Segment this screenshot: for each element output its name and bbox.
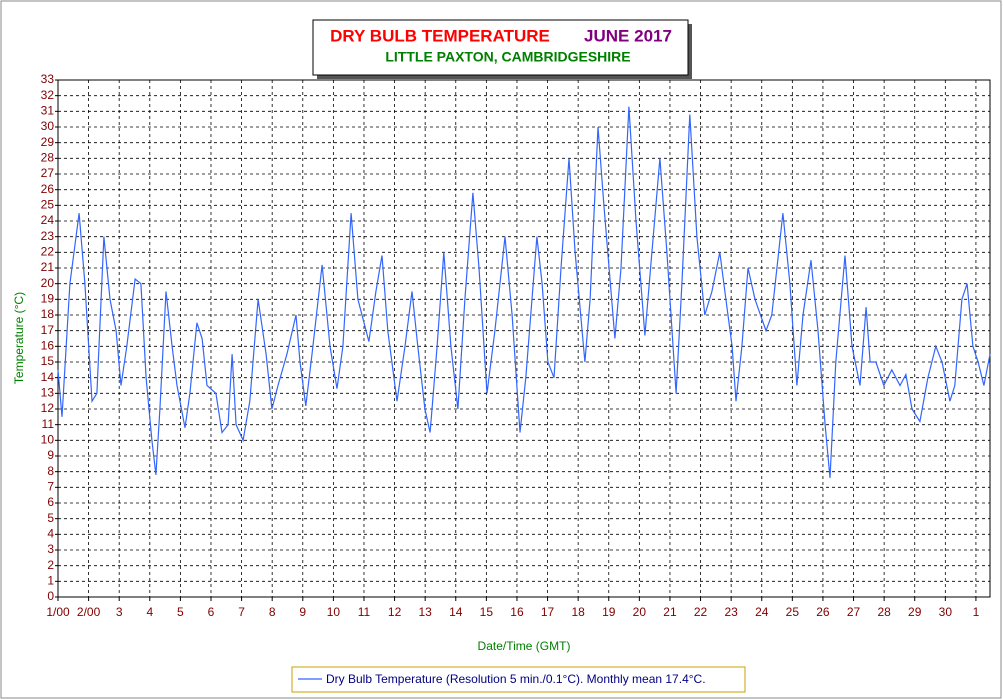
x-tick-label: 30 [939, 605, 953, 619]
x-tick-label: 14 [449, 605, 463, 619]
x-tick-label: 25 [786, 605, 800, 619]
y-tick-label: 26 [41, 182, 55, 196]
x-tick-label: 26 [816, 605, 830, 619]
x-tick-label: 22 [694, 605, 708, 619]
x-tick-label: 12 [388, 605, 402, 619]
y-tick-label: 7 [47, 480, 54, 494]
x-tick-label: 7 [238, 605, 245, 619]
x-tick-label: 4 [146, 605, 153, 619]
x-tick-label: 2/00 [77, 605, 101, 619]
y-tick-label: 14 [41, 370, 55, 384]
y-tick-label: 32 [41, 88, 55, 102]
y-tick-label: 9 [47, 448, 54, 462]
x-tick-label: 19 [602, 605, 616, 619]
x-tick-label: 29 [908, 605, 922, 619]
y-tick-label: 0 [47, 589, 54, 603]
y-tick-label: 4 [47, 527, 54, 541]
x-tick-label: 13 [418, 605, 432, 619]
legend-label: Dry Bulb Temperature (Resolution 5 min./… [326, 672, 706, 686]
x-tick-label: 23 [724, 605, 738, 619]
y-tick-label: 19 [41, 292, 55, 306]
y-tick-label: 24 [41, 213, 55, 227]
y-axis-label: Temperature (°C) [12, 292, 26, 384]
x-tick-label: 18 [571, 605, 585, 619]
x-tick-label: 10 [327, 605, 341, 619]
y-tick-label: 1 [47, 574, 54, 588]
y-tick-label: 13 [41, 386, 55, 400]
y-tick-label: 10 [41, 433, 55, 447]
x-tick-label: 27 [847, 605, 861, 619]
y-tick-label: 27 [41, 166, 55, 180]
title-box [312, 19, 689, 76]
x-tick-label: 16 [510, 605, 524, 619]
x-tick-label: 11 [358, 605, 371, 619]
x-tick-label: 1 [973, 605, 980, 619]
x-axis-label: Date/Time (GMT) [478, 639, 571, 653]
x-tick-label: 20 [633, 605, 647, 619]
x-tick-label: 21 [663, 605, 677, 619]
y-tick-label: 31 [41, 104, 55, 118]
y-tick-label: 21 [41, 260, 55, 274]
legend [291, 666, 746, 693]
y-tick-label: 23 [41, 229, 55, 243]
x-tick-label: 17 [541, 605, 555, 619]
y-tick-label: 2 [47, 558, 54, 572]
x-tick-label: 28 [877, 605, 891, 619]
x-tick-label: 1/00 [46, 605, 70, 619]
x-tick-label: 3 [116, 605, 123, 619]
y-tick-label: 8 [47, 464, 54, 478]
y-tick-label: 30 [41, 119, 55, 133]
series-line [57, 106, 991, 478]
x-tick-label: 15 [480, 605, 494, 619]
y-tick-label: 11 [42, 417, 55, 431]
y-tick-label: 28 [41, 151, 55, 165]
x-tick-label: 5 [177, 605, 184, 619]
chart-period: JUNE 2017 [584, 26, 672, 45]
y-tick-label: 17 [41, 323, 55, 337]
x-tick-label: 24 [755, 605, 769, 619]
plot-area [57, 79, 991, 598]
chart-title: DRY BULB TEMPERATURE [330, 26, 550, 45]
y-tick-label: 33 [41, 72, 55, 86]
y-tick-label: 12 [41, 401, 55, 415]
chart-subtitle: LITTLE PAXTON, CAMBRIDGESHIRE [385, 49, 630, 65]
y-tick-label: 20 [41, 276, 55, 290]
x-tick-label: 6 [208, 605, 215, 619]
y-tick-label: 18 [41, 307, 55, 321]
y-tick-label: 22 [41, 245, 55, 259]
x-tick-label: 8 [269, 605, 276, 619]
y-tick-label: 29 [41, 135, 55, 149]
y-tick-label: 3 [47, 542, 54, 556]
y-tick-label: 6 [47, 495, 54, 509]
y-tick-label: 25 [41, 198, 55, 212]
x-tick-label: 9 [299, 605, 306, 619]
y-tick-label: 5 [47, 511, 54, 525]
y-tick-label: 15 [41, 354, 55, 368]
y-tick-label: 16 [41, 339, 55, 353]
